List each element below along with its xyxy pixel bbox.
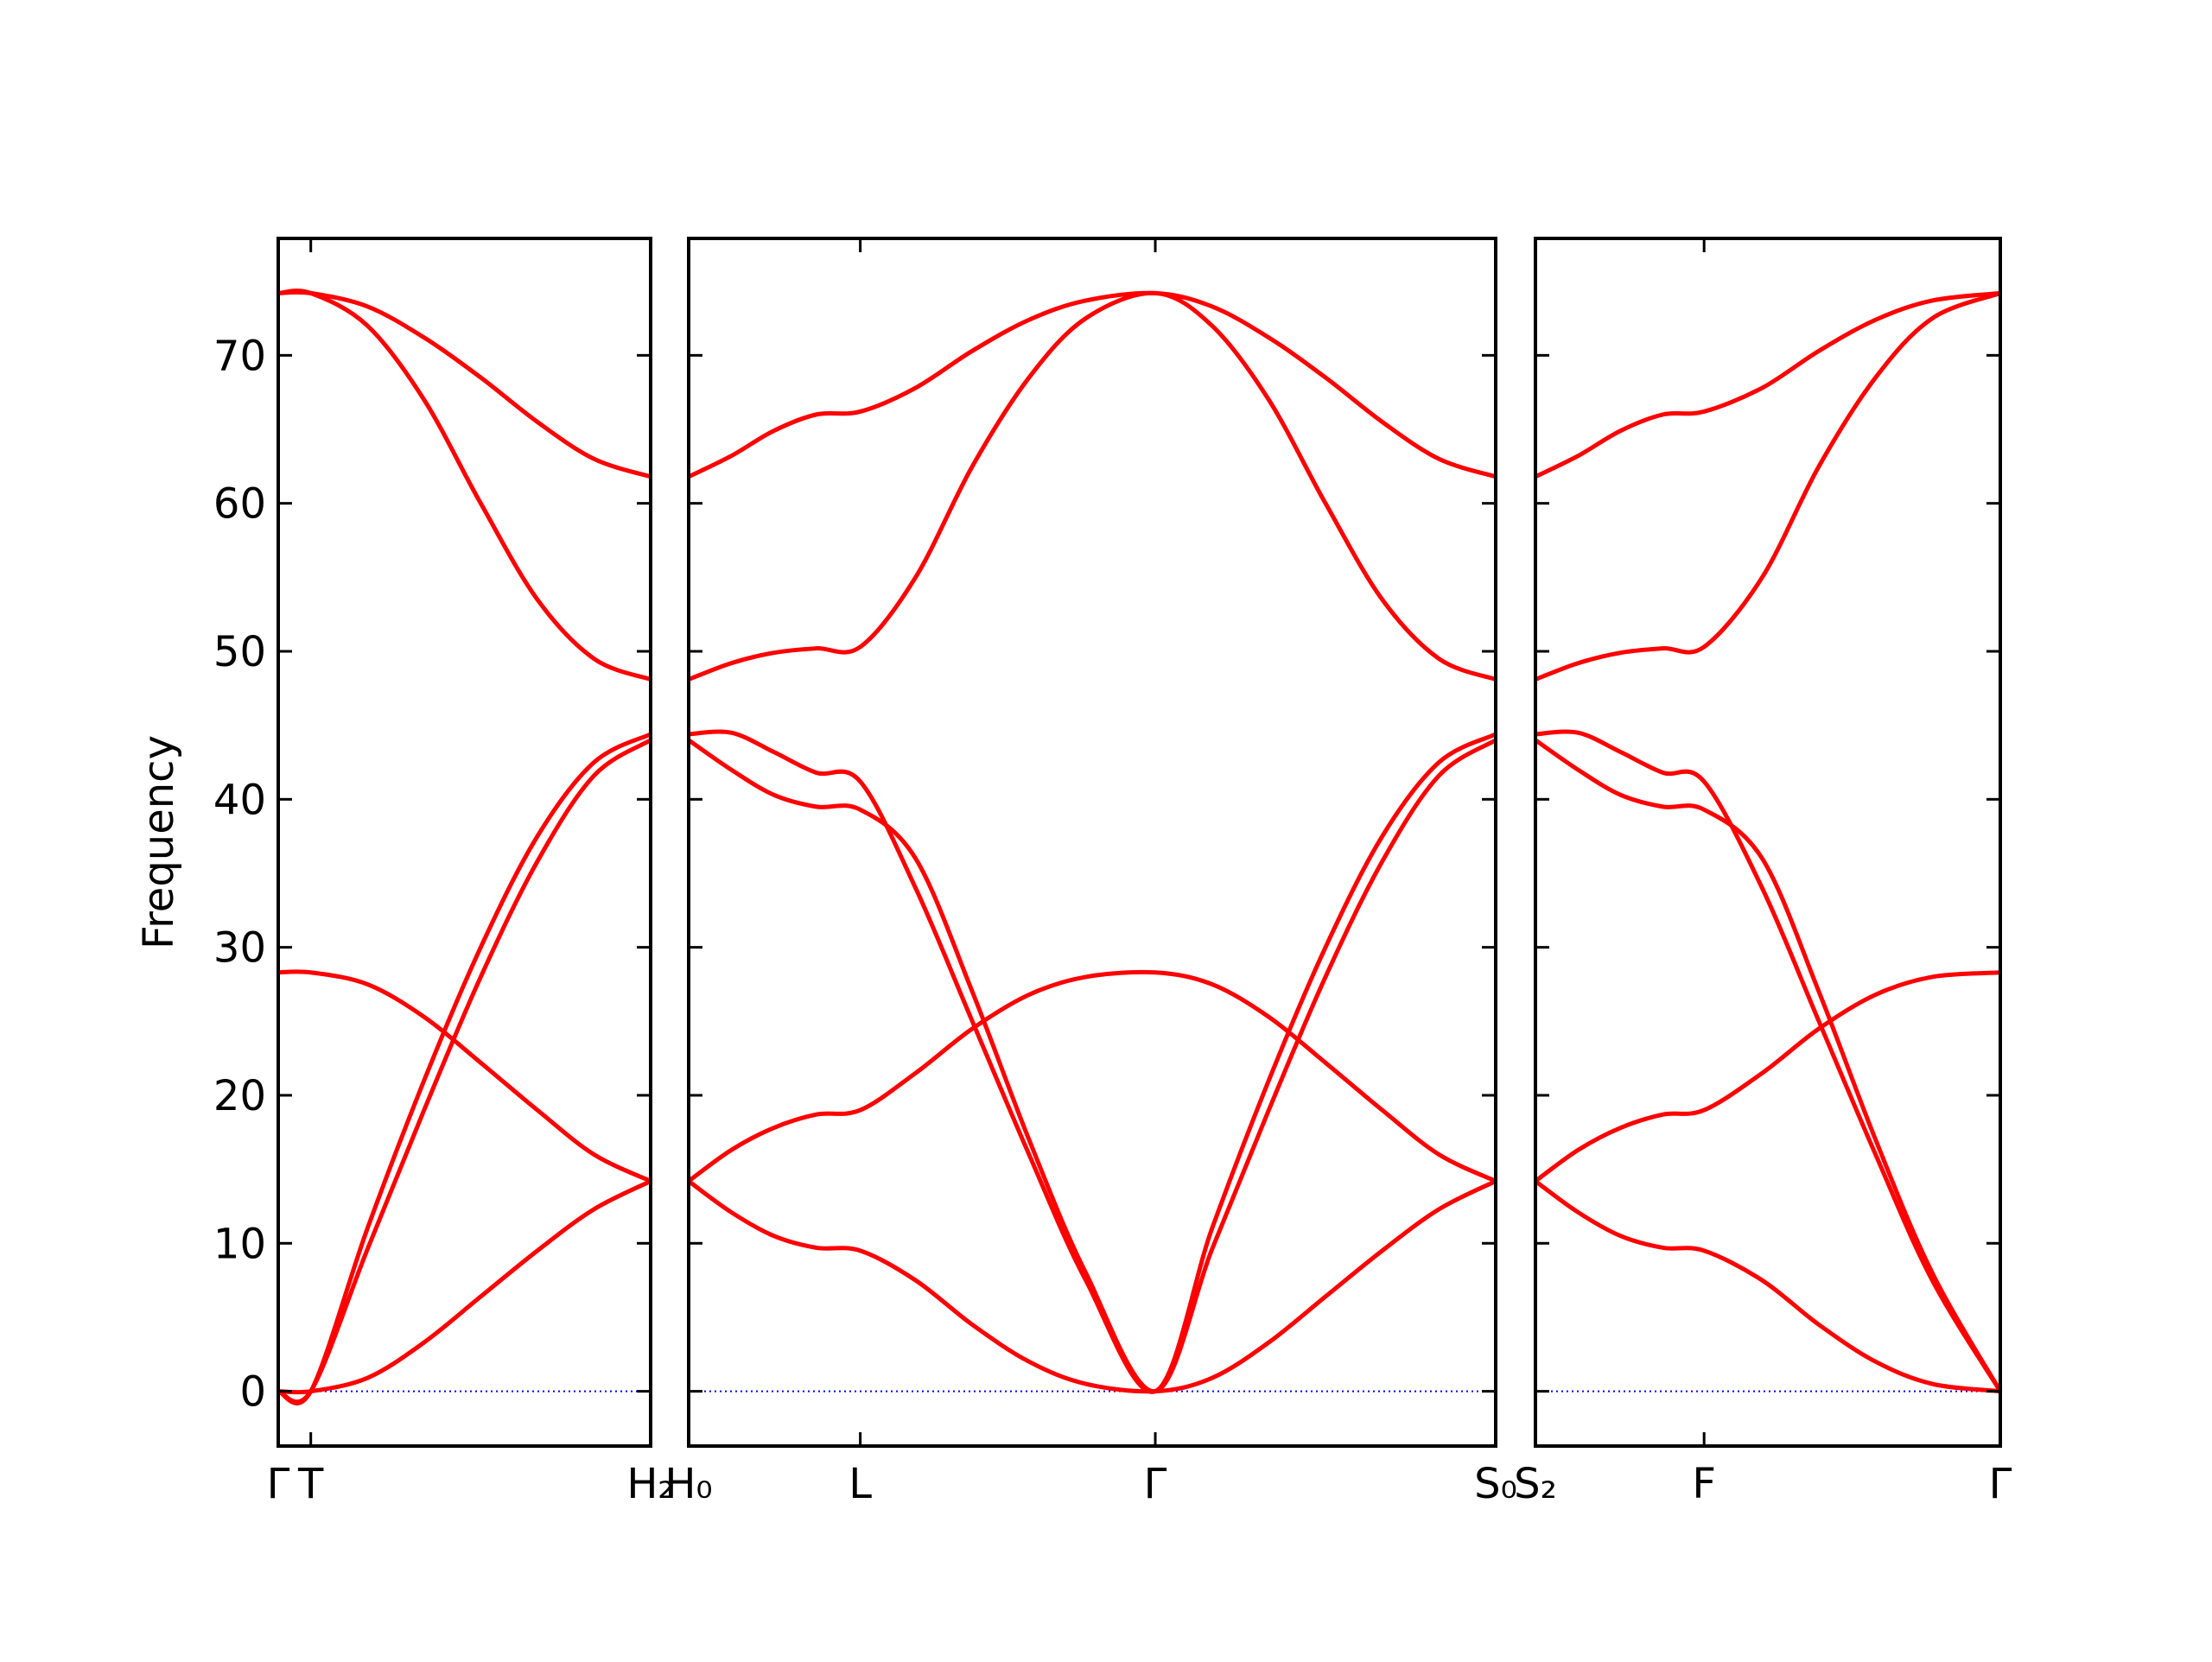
band-line <box>1534 738 2003 1392</box>
band-line <box>687 738 1497 1394</box>
y-tick-label: 40 <box>213 776 266 824</box>
band-line <box>1534 970 2001 1183</box>
band-line <box>277 1179 652 1395</box>
band-line <box>688 729 1497 1394</box>
band-line <box>1535 729 2003 1392</box>
x-tick-label: S₀ <box>1474 1460 1517 1508</box>
y-tick-label: 50 <box>213 628 266 676</box>
band-line <box>688 290 1497 682</box>
band-line <box>277 738 652 1405</box>
band-line <box>1534 1179 2001 1394</box>
x-tick-label: Γ <box>1144 1460 1167 1508</box>
x-tick-label: Γ <box>1989 1460 2012 1508</box>
band-line <box>277 289 652 682</box>
y-tick-label: 70 <box>213 332 266 380</box>
x-tick-label: Γ <box>267 1460 290 1508</box>
x-tick-label: T <box>297 1460 324 1508</box>
band-line <box>277 732 652 1406</box>
y-tick-label: 60 <box>213 480 266 529</box>
band-line <box>1535 291 2001 682</box>
panel: S₂ F Γ <box>1514 237 2012 1508</box>
y-tick-label: 0 <box>239 1368 266 1417</box>
band-line <box>687 290 1497 479</box>
x-tick-label: S₂ <box>1514 1460 1557 1508</box>
y-tick-label: 30 <box>213 924 266 973</box>
band-line <box>687 1179 1497 1394</box>
axes-frame <box>687 237 1497 1448</box>
panel: 0 10 20 30 40 50 60 70 Γ T H₂ Frequency <box>135 237 675 1508</box>
band-line <box>687 969 1497 1183</box>
band-line <box>1534 290 2001 479</box>
band-line <box>277 289 652 479</box>
x-tick-label: H₀ <box>664 1460 712 1508</box>
x-tick-label: L <box>849 1460 872 1508</box>
x-tick-label: F <box>1692 1460 1716 1508</box>
y-tick-label: 20 <box>213 1072 266 1120</box>
y-axis-label: Frequency <box>135 735 183 949</box>
panel: H₀ L Γ S₀ <box>664 237 1517 1508</box>
x-tick-label: H₂ <box>626 1460 674 1508</box>
axes-frame <box>276 237 652 1448</box>
axes-frame <box>1534 237 2002 1448</box>
band-line <box>277 969 652 1183</box>
y-tick-label: 10 <box>213 1220 266 1268</box>
